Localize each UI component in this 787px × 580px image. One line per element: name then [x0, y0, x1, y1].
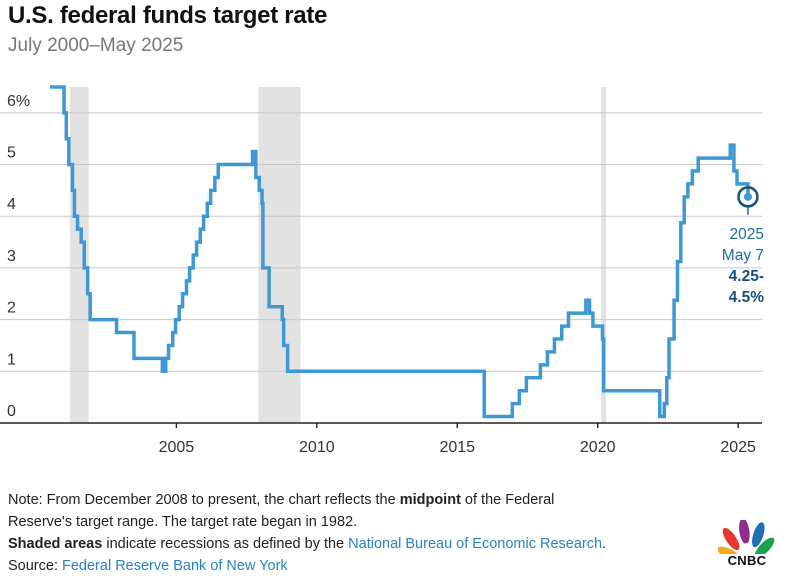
- chart-subtitle: July 2000–May 2025: [8, 35, 184, 56]
- y-tick-label-1: 1: [7, 351, 16, 368]
- recession-band-0: [69, 87, 89, 423]
- x-tick-label-2010: 2010: [299, 439, 335, 456]
- source-line: Source: Federal Reserve Bank of New York: [8, 555, 728, 577]
- source-link[interactable]: Federal Reserve Bank of New York: [62, 558, 288, 574]
- note-text: indicate recessions as defined by the: [102, 536, 349, 552]
- cnbc-peacock-icon: [717, 518, 775, 562]
- annotation-year: 2025: [730, 226, 764, 243]
- annotation-date: May 7: [722, 247, 764, 264]
- chart-notes: Note: From December 2008 to present, the…: [8, 489, 728, 577]
- recession-shading-group: [69, 87, 607, 423]
- note-bold-midpoint: midpoint: [399, 492, 461, 508]
- annotation-group: 2025 May 7 4.25- 4.5%: [722, 186, 765, 306]
- annotation-value-line1: 4.25-: [729, 268, 764, 285]
- source-label: Source:: [8, 558, 62, 574]
- gridlines: [0, 112, 762, 424]
- recession-band-2: [601, 87, 607, 423]
- series-group: [50, 85, 750, 419]
- cnbc-logo-text: CNBC: [727, 553, 767, 568]
- recession-band-1: [258, 87, 301, 423]
- note-line-1: Note: From December 2008 to present, the…: [8, 489, 728, 511]
- annotation-marker-ring: [737, 186, 759, 208]
- y-tick-label-2: 2: [7, 300, 16, 317]
- chart-area: 0 1 2 3 4 5 6% 2005 2010 2015 2020 2025 2025 May 7 4…: [0, 85, 765, 456]
- y-tick-label-6: 6%: [7, 93, 30, 110]
- y-tick-label-0: 0: [7, 403, 16, 420]
- cnbc-logo: CNBC: [717, 518, 776, 570]
- y-tick-label-5: 5: [7, 145, 16, 162]
- annotation-marker-dot: [743, 192, 752, 201]
- note-line-3: Shaded areas indicate recessions as defi…: [8, 533, 728, 555]
- note-text: Note: From December 2008 to present, the…: [8, 492, 400, 508]
- y-tick-label-4: 4: [7, 196, 16, 213]
- note-text: of the Federal: [460, 492, 555, 508]
- x-tick-label-2015: 2015: [439, 439, 475, 456]
- annotation-value-line2: 4.5%: [729, 289, 765, 306]
- x-tick-label-2005: 2005: [159, 439, 195, 456]
- y-tick-label-3: 3: [7, 248, 16, 265]
- note-line-2: Reserve's target range. The target rate …: [8, 514, 358, 530]
- nber-link[interactable]: National Bureau of Economic Research: [348, 536, 603, 552]
- x-axis-ticks: 2005 2010 2015 2020 2025: [159, 423, 756, 456]
- note-bold-shaded: Shaded areas: [8, 536, 103, 552]
- x-tick-label-2025: 2025: [720, 439, 756, 456]
- note-text: .: [602, 536, 607, 552]
- chart-title: U.S. federal funds target rate: [8, 2, 328, 29]
- series-line-fed-funds-rate: [50, 85, 750, 419]
- y-axis-ticks: 0 1 2 3 4 5 6%: [7, 93, 30, 420]
- x-tick-label-2020: 2020: [580, 439, 616, 456]
